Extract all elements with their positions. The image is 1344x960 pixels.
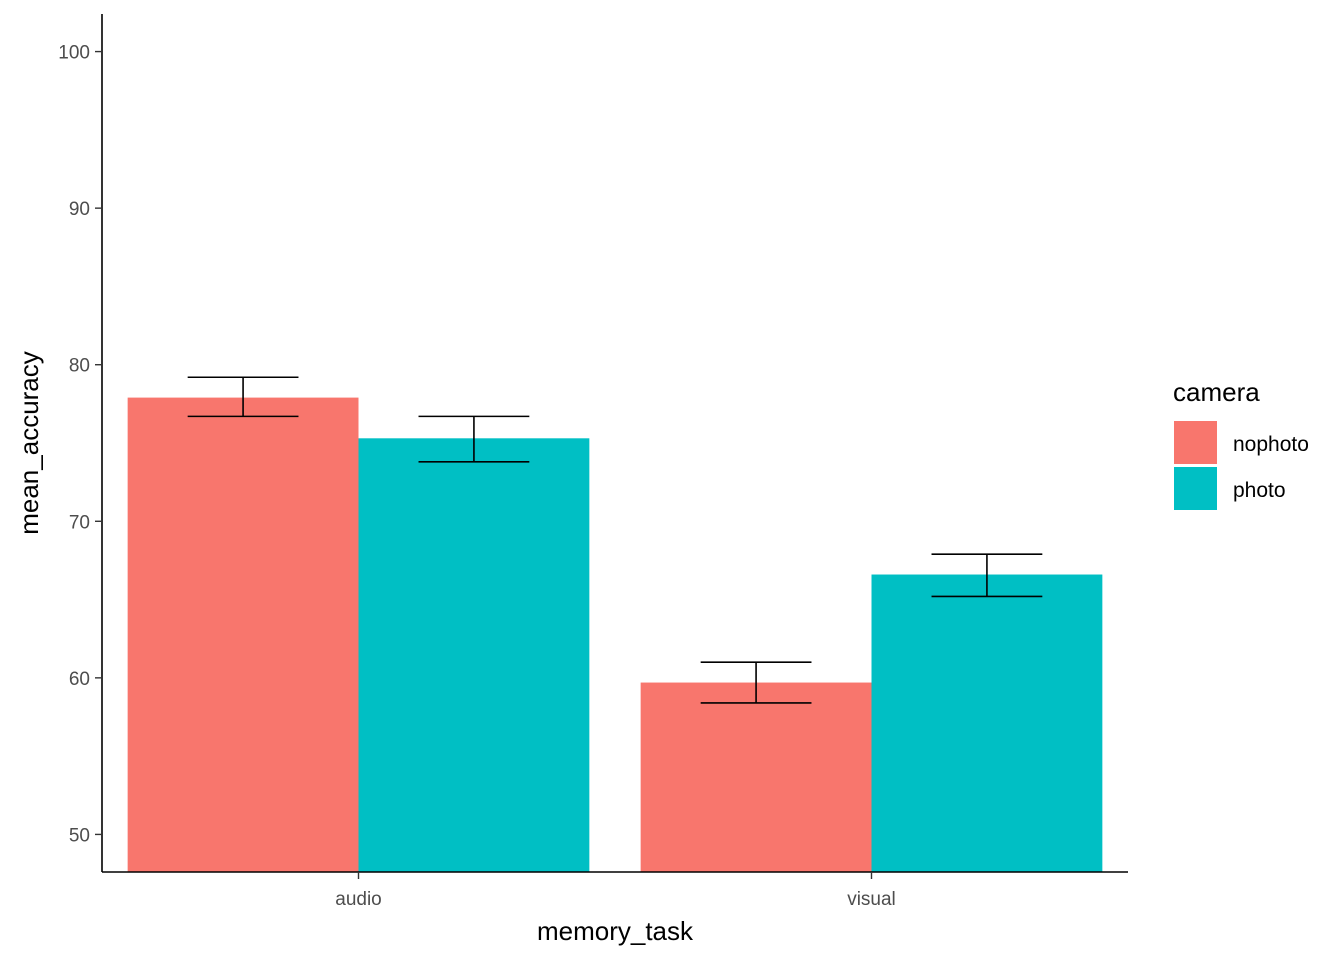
x-tick-label: audio	[335, 889, 382, 910]
bar-nophoto-visual	[640, 682, 872, 872]
x-ticks: audio visual	[335, 872, 896, 910]
legend-item-photo: photo	[1174, 467, 1286, 510]
y-tick-label: 50	[69, 825, 90, 846]
legend-label: nophoto	[1233, 433, 1309, 456]
y-tick-label: 80	[69, 356, 90, 377]
legend: camera nophoto photo	[1173, 377, 1309, 510]
bar-photo-visual	[871, 574, 1103, 872]
legend-item-nophoto: nophoto	[1174, 421, 1309, 464]
x-axis-title: memory_task	[537, 916, 694, 946]
y-tick-label: 70	[69, 512, 90, 533]
error-bar-nophoto-visual	[700, 661, 812, 704]
legend-items: nophoto photo	[1174, 421, 1309, 510]
bars-layer	[127, 397, 1103, 872]
error-bar-photo-visual	[931, 553, 1043, 598]
axes-layer	[101, 14, 1128, 873]
legend-title: camera	[1173, 377, 1260, 407]
legend-key	[1174, 467, 1217, 510]
bar-nophoto-audio	[127, 397, 359, 872]
error-bar-nophoto-audio	[187, 376, 299, 418]
legend-key	[1174, 421, 1217, 464]
y-tick-label: 90	[69, 199, 90, 220]
error-bars-layer	[187, 376, 1043, 704]
error-bar-photo-audio	[418, 415, 530, 463]
x-tick-label: visual	[847, 889, 896, 910]
y-tick-label: 100	[58, 43, 90, 64]
y-axis-title: mean_accuracy	[14, 351, 44, 535]
bar-photo-audio	[358, 438, 590, 872]
legend-label: photo	[1233, 479, 1286, 502]
y-tick-label: 60	[69, 669, 90, 690]
y-ticks: 50 60 70 80 90 100	[58, 43, 102, 846]
